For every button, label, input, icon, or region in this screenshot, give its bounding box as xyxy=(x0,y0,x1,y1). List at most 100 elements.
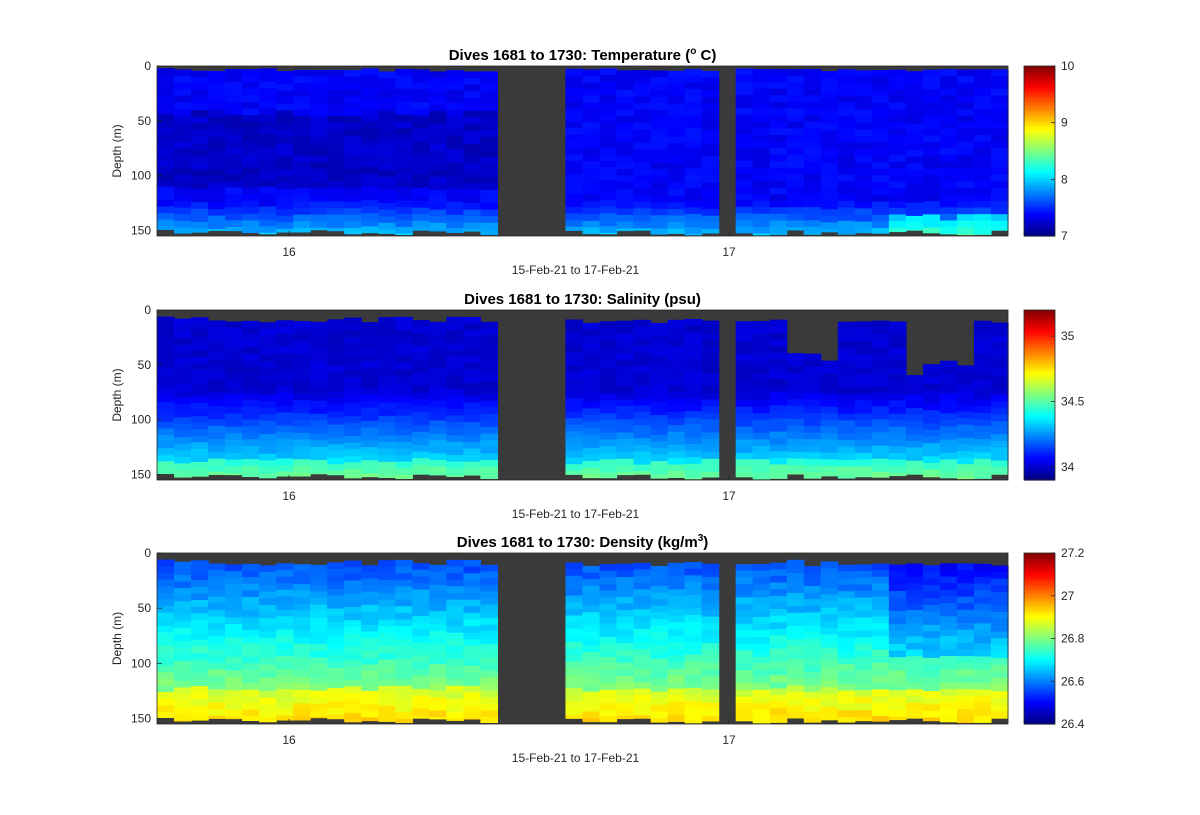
heatmap-cell xyxy=(769,359,788,367)
heatmap-cell xyxy=(837,433,856,441)
heatmap-cell xyxy=(310,175,328,183)
colorbar-tick-label: 10 xyxy=(1061,59,1075,73)
heatmap-cell xyxy=(888,637,907,645)
heatmap-cell xyxy=(616,629,635,638)
heatmap-cell xyxy=(463,97,481,105)
heatmap-cell xyxy=(395,200,413,208)
heatmap-cell xyxy=(429,697,447,705)
heatmap-cell xyxy=(854,374,873,382)
heatmap-cell xyxy=(225,590,243,599)
heatmap-cell xyxy=(922,429,941,438)
heatmap-cell xyxy=(735,446,754,454)
heatmap-cell xyxy=(174,568,192,576)
heatmap-cell xyxy=(735,213,754,221)
heatmap-cell xyxy=(820,77,839,85)
colorbar-segment xyxy=(1024,579,1055,583)
heatmap-cell xyxy=(208,689,226,697)
heatmap-cell xyxy=(565,641,584,650)
heatmap-cell xyxy=(871,109,890,117)
heatmap-cell xyxy=(259,387,277,396)
heatmap-cell xyxy=(990,704,1009,712)
heatmap-cell xyxy=(412,372,430,380)
heatmap-cell xyxy=(973,563,992,572)
heatmap-cell xyxy=(956,365,975,373)
y-tick-label: 150 xyxy=(131,711,151,725)
colorbar-segment xyxy=(1024,180,1055,184)
heatmap-cell xyxy=(888,690,907,698)
heatmap-cell xyxy=(939,596,958,604)
heatmap-cell xyxy=(446,586,464,594)
heatmap-cell xyxy=(480,677,498,685)
heatmap-cell xyxy=(939,656,958,664)
heatmap-cell xyxy=(395,382,413,390)
heatmap-cell xyxy=(344,83,362,91)
heatmap-cell xyxy=(463,336,481,344)
heatmap-cell xyxy=(327,352,345,360)
heatmap-cell xyxy=(395,167,413,175)
heatmap-cell xyxy=(276,419,294,427)
heatmap-cell xyxy=(769,569,788,577)
heatmap-cell xyxy=(973,702,992,711)
heatmap-cell xyxy=(667,708,686,716)
heatmap-cell xyxy=(905,629,924,637)
heatmap-cell xyxy=(939,675,958,684)
colorbar-segment xyxy=(1024,389,1055,393)
heatmap-cell xyxy=(922,456,941,464)
heatmap-cell xyxy=(956,194,975,202)
heatmap-cell xyxy=(446,626,464,634)
heatmap-cell xyxy=(157,180,175,188)
heatmap-cell xyxy=(565,75,584,83)
heatmap-cell xyxy=(191,103,209,111)
heatmap-cell xyxy=(344,201,362,209)
heatmap-cell xyxy=(735,167,754,175)
heatmap-cell xyxy=(752,696,771,704)
heatmap-cell xyxy=(361,710,379,719)
heatmap-cell xyxy=(973,590,992,598)
heatmap-cell xyxy=(837,367,856,375)
heatmap-cell xyxy=(701,471,720,478)
colorbar-segment xyxy=(1024,352,1055,356)
heatmap-cell xyxy=(565,108,584,116)
heatmap-cell xyxy=(684,148,703,156)
heatmap-cell xyxy=(565,372,584,380)
heatmap-cell xyxy=(616,623,635,631)
colorbar-segment xyxy=(1024,228,1055,232)
heatmap-cell xyxy=(480,420,498,428)
colorbar-segment xyxy=(1024,715,1055,720)
heatmap-cell xyxy=(378,77,396,86)
heatmap-cell xyxy=(412,642,430,650)
heatmap-cell xyxy=(208,353,226,361)
colorbar-segment xyxy=(1024,569,1055,573)
colorbar-tick-label: 26.4 xyxy=(1061,717,1085,731)
heatmap-cell xyxy=(191,208,209,217)
heatmap-cell xyxy=(820,654,839,662)
heatmap-cell xyxy=(888,630,907,638)
heatmap-cell xyxy=(650,441,669,449)
heatmap-cell xyxy=(412,214,430,222)
heatmap-cell xyxy=(616,643,635,651)
heatmap-cell xyxy=(225,82,243,90)
heatmap-cell xyxy=(565,575,584,583)
heatmap-cell xyxy=(208,136,226,144)
heatmap-cell xyxy=(276,359,294,367)
heatmap-cell xyxy=(463,659,481,667)
heatmap-cell xyxy=(361,68,379,76)
heatmap-cell xyxy=(412,471,430,475)
heatmap-cell xyxy=(480,163,498,171)
heatmap-cell xyxy=(786,698,805,707)
colorbar-segment xyxy=(1024,315,1055,319)
heatmap-cell xyxy=(293,327,311,335)
heatmap-cell xyxy=(259,219,277,227)
heatmap-cell xyxy=(599,419,618,428)
heatmap-cell xyxy=(327,208,345,216)
heatmap-cell xyxy=(990,611,1009,620)
heatmap-cell xyxy=(191,337,209,345)
heatmap-cell xyxy=(871,227,890,234)
heatmap-cell xyxy=(191,317,209,325)
heatmap-cell xyxy=(650,342,669,350)
heatmap-cell xyxy=(242,596,260,605)
heatmap-cell xyxy=(157,652,175,660)
colorbar-tick-label: 27.2 xyxy=(1061,546,1085,560)
heatmap-cell xyxy=(990,342,1009,350)
panel-title: Dives 1681 to 1730: Salinity (psu) xyxy=(464,291,701,308)
